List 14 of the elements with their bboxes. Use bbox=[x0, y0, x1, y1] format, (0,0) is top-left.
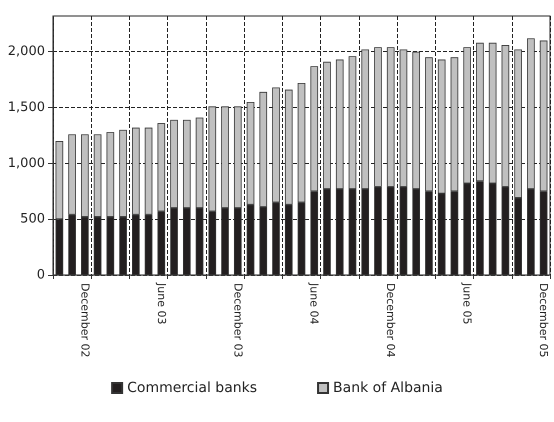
x-tick-label: December 04 bbox=[384, 283, 398, 358]
x-tick-label: June 05 bbox=[460, 282, 474, 324]
y-tick-label: 0 bbox=[36, 268, 45, 282]
x-tick-label: June 04 bbox=[308, 282, 321, 324]
legend-label: Commercial banks bbox=[127, 380, 258, 396]
y-tick-label: 500 bbox=[20, 212, 45, 227]
y-tick-label: 1,500 bbox=[8, 100, 45, 116]
legend-label: Bank of Albania bbox=[333, 380, 443, 396]
x-tick-label: December 02 bbox=[78, 283, 92, 358]
y-tick-label: 1,000 bbox=[8, 156, 45, 171]
x-tick-label: June 03 bbox=[154, 282, 168, 324]
y-tick-label: 2,000 bbox=[8, 44, 45, 60]
x-tick-label: December 05 bbox=[537, 283, 550, 358]
x-tick-label: December 03 bbox=[231, 283, 244, 358]
